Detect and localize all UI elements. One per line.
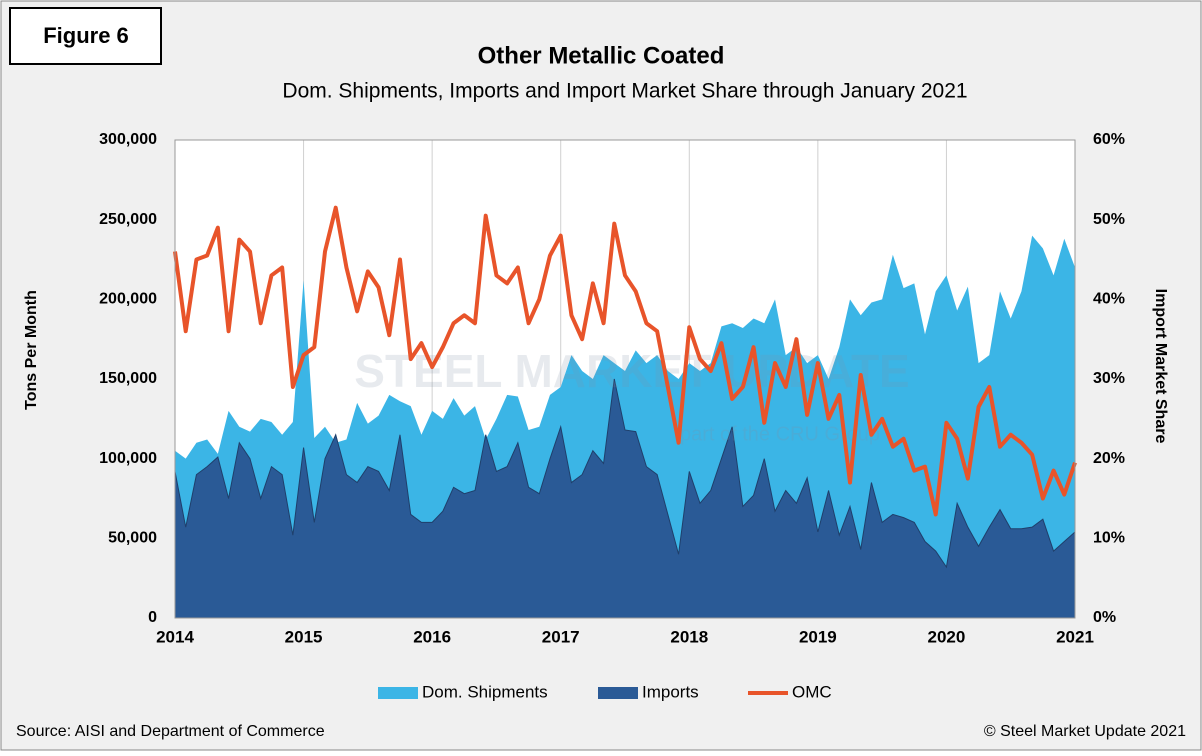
source-note: Source: AISI and Department of Commerce	[16, 723, 325, 740]
y2-tick-label: 0%	[1093, 609, 1116, 626]
y-tick-label: 50,000	[108, 530, 157, 547]
line	[173, 205, 1077, 517]
chart-title: Other Metallic Coated	[478, 42, 725, 69]
y2-tick-label: 20%	[1093, 450, 1125, 467]
figure-box	[9, 7, 162, 65]
y-tick-label: 300,000	[99, 131, 157, 148]
y2-tick-label: 10%	[1093, 530, 1125, 547]
x-tick-label: 2021	[1056, 627, 1094, 646]
x-tick-label: 2015	[285, 627, 323, 646]
chart-subtitle: Dom. Shipments, Imports and Import Marke…	[282, 80, 967, 103]
copyright: © Steel Market Update 2021	[984, 723, 1186, 740]
plot-border	[174, 139, 1076, 619]
legend-swatch	[598, 687, 638, 699]
y2-tick-label: 50%	[1093, 211, 1125, 228]
y2-tick-label: 30%	[1093, 370, 1125, 387]
x-tick-label: 2017	[542, 627, 580, 646]
x-tick-label: 2020	[928, 627, 966, 646]
y2-tick-label: 40%	[1093, 291, 1125, 308]
y-tick-label: 150,000	[99, 370, 157, 387]
legend-swatch	[378, 687, 418, 699]
x-tick-label: 2018	[670, 627, 708, 646]
watermark-tagline: part of the CRU Group	[680, 423, 880, 445]
area	[174, 378, 1076, 619]
legend-label: Imports	[642, 682, 699, 701]
y-axis-title: Tons Per Month	[23, 290, 40, 410]
x-tick-label: 2016	[413, 627, 451, 646]
y-tick-label: 200,000	[99, 291, 157, 308]
x-tick-label: 2014	[156, 627, 194, 646]
figure-label: Figure 6	[43, 23, 129, 48]
legend-label: OMC	[792, 682, 832, 701]
y-tick-label: 100,000	[99, 450, 157, 467]
y-tick-label: 0	[148, 609, 157, 626]
y2-tick-label: 60%	[1093, 131, 1125, 148]
x-tick-label: 2019	[799, 627, 837, 646]
legend-label: Dom. Shipments	[422, 682, 548, 701]
y-tick-label: 250,000	[99, 211, 157, 228]
y2-axis-title: Import Market Share	[1152, 289, 1169, 444]
